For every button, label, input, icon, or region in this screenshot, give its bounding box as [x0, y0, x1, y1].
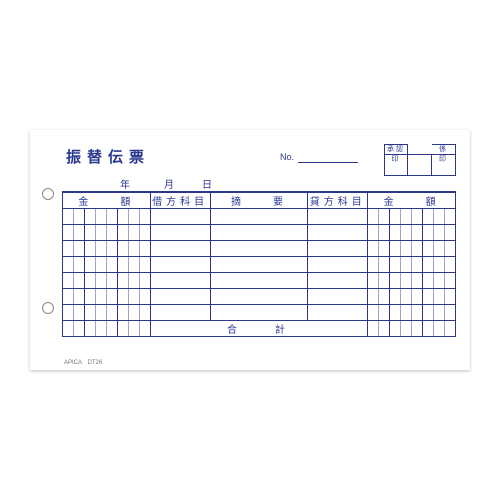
ledger-footer-row: 合 計	[63, 321, 456, 337]
cell-amount-left	[63, 257, 151, 273]
header-row: 振替伝票 No. 承認印 . 係 印	[62, 144, 456, 176]
transfer-slip: 振替伝票 No. 承認印 . 係 印 年 月 日	[30, 130, 470, 370]
cell-amount-left	[63, 273, 151, 289]
cell-credit	[308, 257, 368, 273]
date-day-label: 日	[202, 176, 212, 191]
cell-summary	[210, 209, 308, 225]
stamp-approve-box	[384, 154, 408, 176]
ledger-table: 金 額 借方科目 摘 要 貸方科目 金 額 合 計	[62, 192, 456, 337]
cell-debit	[150, 225, 210, 241]
number-label: No.	[280, 152, 294, 162]
punch-hole-top	[42, 188, 54, 200]
cell-summary	[210, 305, 308, 321]
cell-credit	[308, 209, 368, 225]
cell-debit	[150, 273, 210, 289]
cell-amount-left	[63, 289, 151, 305]
ledger-row	[63, 289, 456, 305]
cell-debit	[150, 305, 210, 321]
stamp-approve-label: 承認印	[384, 144, 408, 154]
col-summary: 摘 要	[210, 193, 308, 209]
col-amount-right: 金 額	[368, 193, 456, 209]
col-debit: 借方科目	[150, 193, 210, 209]
cell-amount-right	[368, 209, 456, 225]
date-row: 年 月 日	[62, 176, 456, 192]
number-underline	[298, 162, 358, 163]
ledger-row	[63, 225, 456, 241]
ledger-row	[63, 257, 456, 273]
ledger-row	[63, 209, 456, 225]
cell-credit	[308, 225, 368, 241]
stamp-boxes: 承認印 . 係 印	[384, 144, 456, 176]
cell-amount-left	[63, 305, 151, 321]
col-credit: 貸方科目	[308, 193, 368, 209]
col-amount-left: 金 額	[63, 193, 151, 209]
brand-code: APICA DT26	[64, 357, 102, 366]
total-label: 合 計	[150, 321, 367, 337]
cell-credit	[308, 241, 368, 257]
cell-credit	[308, 289, 368, 305]
stamp-seal-box	[432, 154, 456, 176]
cell-summary	[210, 225, 308, 241]
cell-amount-left	[63, 225, 151, 241]
cell-amount-left	[63, 209, 151, 225]
total-amount-left	[63, 321, 151, 337]
cell-amount-right	[368, 241, 456, 257]
cell-summary	[210, 241, 308, 257]
cell-credit	[308, 305, 368, 321]
cell-debit	[150, 241, 210, 257]
ledger-row	[63, 241, 456, 257]
cell-amount-right	[368, 225, 456, 241]
date-month-label: 月	[164, 176, 174, 191]
cell-summary	[210, 273, 308, 289]
cell-amount-right	[368, 257, 456, 273]
total-amount-right	[368, 321, 456, 337]
cell-debit	[150, 257, 210, 273]
cell-credit	[308, 273, 368, 289]
stamp-mid-box	[408, 154, 432, 176]
ledger-header-row: 金 額 借方科目 摘 要 貸方科目 金 額	[63, 193, 456, 209]
cell-summary	[210, 257, 308, 273]
cell-summary	[210, 289, 308, 305]
cell-amount-right	[368, 273, 456, 289]
cell-amount-right	[368, 289, 456, 305]
cell-amount-left	[63, 241, 151, 257]
cell-debit	[150, 209, 210, 225]
cell-amount-right	[368, 305, 456, 321]
ledger-row	[63, 305, 456, 321]
punch-hole-bottom	[42, 302, 54, 314]
date-year-label: 年	[120, 176, 130, 191]
stamp-seal-label: 係 印	[432, 144, 456, 154]
ledger-row	[63, 273, 456, 289]
cell-debit	[150, 289, 210, 305]
slip-title: 振替伝票	[66, 146, 150, 167]
